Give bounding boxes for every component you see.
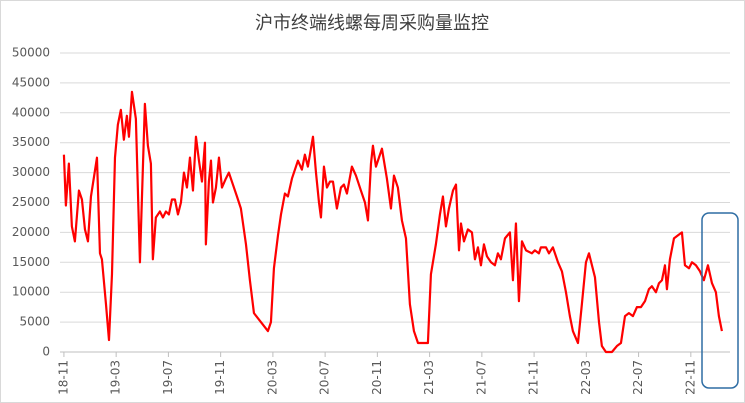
y-tick-label: 35000 xyxy=(12,135,50,149)
y-tick-label: 0 xyxy=(42,345,50,359)
y-tick-label: 50000 xyxy=(12,46,50,60)
x-tick-label: 22-11 xyxy=(683,360,697,395)
x-tick-label: 22-07 xyxy=(631,360,645,395)
x-tick-label: 20-03 xyxy=(265,360,279,395)
x-tick-label: 18-11 xyxy=(56,360,70,395)
highlight-box xyxy=(701,212,739,389)
x-tick-label: 19-11 xyxy=(213,360,227,395)
y-tick-label: 45000 xyxy=(12,75,50,89)
y-tick-label: 25000 xyxy=(12,195,50,209)
x-tick-label: 20-11 xyxy=(370,360,384,395)
chart-title: 沪市终端线螺每周采购量监控 xyxy=(255,13,489,34)
x-tick-label: 21-11 xyxy=(527,360,541,395)
x-tick-label: 20-07 xyxy=(318,360,332,395)
y-tick-label: 30000 xyxy=(12,165,50,179)
data-line xyxy=(62,90,723,354)
x-tick-label: 19-03 xyxy=(109,360,123,395)
y-tick-label: 15000 xyxy=(12,255,50,269)
y-tick-label: 20000 xyxy=(12,225,50,239)
x-tick-label: 22-03 xyxy=(579,360,593,395)
x-tick-label: 21-03 xyxy=(422,360,436,395)
y-tick-label: 40000 xyxy=(12,105,50,119)
x-tick-label: 19-07 xyxy=(161,360,175,395)
x-tick-label: 21-07 xyxy=(474,360,488,395)
y-tick-label: 10000 xyxy=(12,285,50,299)
y-tick-label: 5000 xyxy=(19,315,50,329)
